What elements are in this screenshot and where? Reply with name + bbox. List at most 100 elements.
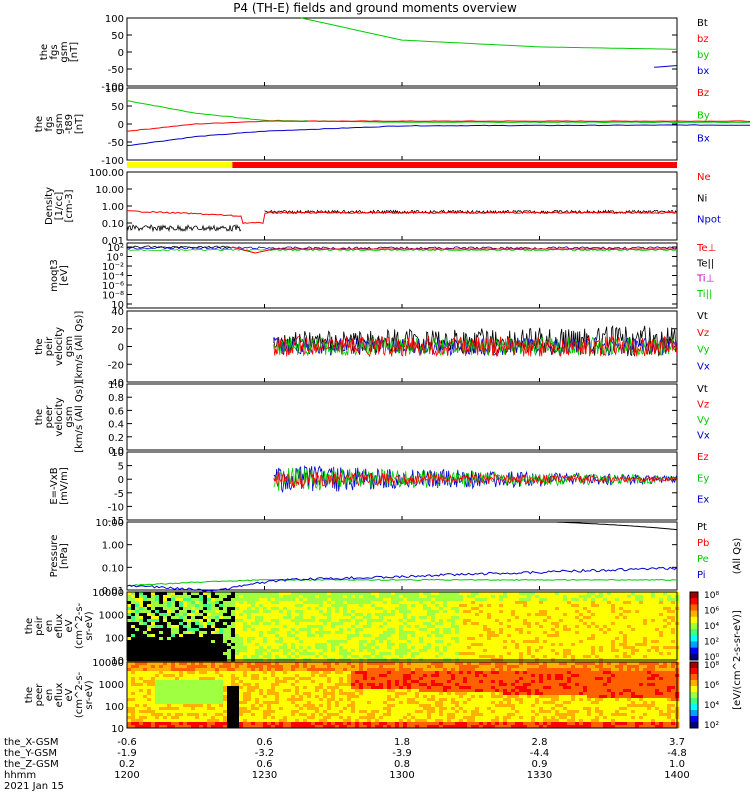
spec-cell [415, 628, 420, 632]
spec-cell [363, 701, 368, 705]
spec-cell [351, 719, 356, 723]
spec-cell [127, 637, 132, 641]
spec-cell [323, 622, 328, 626]
spec-cell [591, 649, 596, 653]
spec-cell [163, 601, 168, 605]
spec-cell [179, 680, 184, 684]
spec-cell [519, 655, 524, 659]
spec-cell [231, 625, 236, 629]
spec-cell [199, 704, 204, 708]
spec-cell [335, 595, 340, 599]
spec-cell [331, 695, 336, 699]
spec-cell [579, 637, 584, 641]
spec-cell [383, 686, 388, 690]
spec-cell [187, 619, 192, 623]
spec-cell [235, 649, 240, 653]
spec-cell [427, 601, 432, 605]
spec-cell [479, 655, 484, 659]
spec-cell [559, 601, 564, 605]
spec-cell [187, 622, 192, 626]
spec-cell [495, 598, 500, 602]
spec-cell [643, 607, 648, 611]
spec-cell [235, 616, 240, 620]
spec-cell [595, 598, 600, 602]
spec-cell [183, 634, 188, 638]
spec-cell [239, 686, 244, 690]
spec-cell [183, 643, 188, 647]
spec-cell [303, 643, 308, 647]
spec-cell [631, 640, 636, 644]
spec-cell [279, 689, 284, 693]
spec-cell [451, 613, 456, 617]
spec-cell [615, 640, 620, 644]
spec-cell [295, 674, 300, 678]
spec-cell [647, 595, 652, 599]
spec-cell [519, 640, 524, 644]
spec-cell [491, 601, 496, 605]
spec-cell [463, 598, 468, 602]
spec-cell [159, 610, 164, 614]
spec-cell [251, 668, 256, 672]
spec-cell [203, 698, 208, 702]
spec-cell [315, 701, 320, 705]
spec-cell [467, 655, 472, 659]
spec-cell [487, 625, 492, 629]
spec-cell [159, 668, 164, 672]
spec-cell [523, 598, 528, 602]
spec-cell [583, 619, 588, 623]
spec-cell [579, 619, 584, 623]
spec-cell [235, 601, 240, 605]
spec-cell [387, 668, 392, 672]
spec-cell [287, 662, 292, 666]
spec-cell [319, 662, 324, 666]
spec-cell [363, 607, 368, 611]
spec-cell [331, 665, 336, 669]
spec-cell [447, 619, 452, 623]
spec-cell [631, 613, 636, 617]
spec-cell [263, 707, 268, 711]
spec-cell [507, 601, 512, 605]
spec-cell [459, 625, 464, 629]
spec-cell [135, 677, 140, 681]
spec-cell [423, 625, 428, 629]
spec-cell [319, 646, 324, 650]
spec-cell [391, 719, 396, 723]
spec-cell [175, 671, 180, 675]
spec-cell [643, 649, 648, 653]
spec-cell [291, 610, 296, 614]
spec-cell [375, 604, 380, 608]
spec-cell [231, 671, 236, 675]
spec-cell [351, 677, 356, 681]
spec-cell [411, 628, 416, 632]
spec-cell [391, 683, 396, 687]
spec-cell [367, 628, 372, 632]
spec-cell [603, 592, 608, 596]
spec-cell [483, 622, 488, 626]
spec-cell [379, 604, 384, 608]
spec-cell [395, 725, 400, 729]
spec-cell [439, 637, 444, 641]
spec-cell [195, 640, 200, 644]
spec-cell [355, 616, 360, 620]
spec-cell [199, 649, 204, 653]
spec-cell [619, 649, 624, 653]
spec-cell [507, 643, 512, 647]
spec-cell [331, 625, 336, 629]
spec-cell [563, 610, 568, 614]
spec-cell [267, 634, 272, 638]
spec-cell [343, 592, 348, 596]
spec-cell [231, 695, 236, 699]
spec-cell [399, 595, 404, 599]
spec-cell [471, 646, 476, 650]
spec-cell [291, 643, 296, 647]
spec-cell [131, 689, 136, 693]
ylabel-line: fgs [44, 116, 55, 131]
spec-cell [187, 701, 192, 705]
spec-cell [627, 601, 632, 605]
spec-cell [451, 598, 456, 602]
spec-cell [411, 649, 416, 653]
spec-cell [251, 725, 256, 729]
series-Ni [126, 223, 242, 233]
spec-cell [367, 631, 372, 635]
series-peir-Vz [273, 335, 678, 358]
